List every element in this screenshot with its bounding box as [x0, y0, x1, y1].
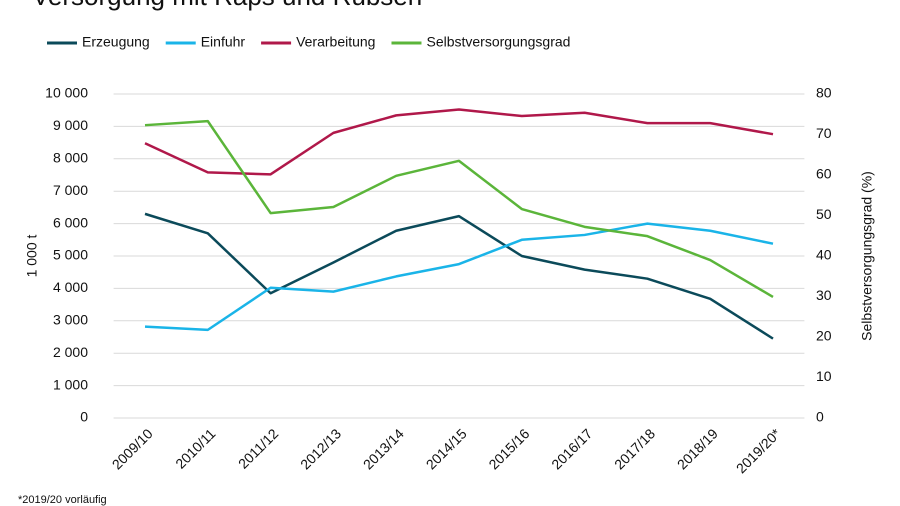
x-tick-label: 2018/19 — [674, 425, 721, 472]
series-line — [144, 222, 774, 332]
y2-tick-label: 10 — [816, 368, 832, 384]
y2-tick-label: 70 — [816, 125, 832, 141]
y2-tick-label: 60 — [816, 166, 832, 182]
y2-tick-label: 80 — [816, 85, 832, 101]
x-tick-label: 2012/13 — [297, 425, 344, 472]
x-tick-label: 2019/20* — [733, 425, 784, 476]
x-tick-label: 2014/15 — [423, 425, 470, 472]
x-tick-label: 2015/16 — [485, 425, 532, 472]
y-axis-label: 1 000 t — [24, 234, 40, 277]
y-tick-label: 0 — [80, 409, 88, 425]
series-line — [144, 108, 774, 176]
footnote: *2019/20 vorläufig — [18, 494, 107, 506]
series-line — [144, 212, 774, 340]
legend-label: Erzeugung — [82, 34, 150, 50]
y2-tick-label: 30 — [816, 287, 832, 303]
y-tick-label: 5 000 — [53, 247, 88, 263]
x-tick-label: 2010/11 — [172, 425, 219, 472]
legend-label: Selbstversorgungsgrad — [426, 34, 570, 50]
y-tick-label: 10 000 — [45, 85, 88, 101]
y-tick-label: 7 000 — [53, 182, 88, 198]
chart-title: Versorgung mit Raps und Rübsen — [32, 0, 422, 11]
y-tick-label: 9 000 — [53, 117, 88, 133]
legend-label: Einfuhr — [201, 34, 246, 50]
y2-tick-label: 20 — [816, 328, 832, 344]
y2-tick-label: 0 — [816, 409, 824, 425]
y2-axis-label: Selbstversorgungsgrad (%) — [859, 171, 875, 341]
y2-tick-label: 40 — [816, 247, 832, 263]
y-tick-label: 6 000 — [53, 214, 88, 230]
x-tick-label: 2011/12 — [235, 425, 282, 472]
y-tick-label: 1 000 — [53, 376, 88, 392]
x-tick-label: 2016/17 — [548, 425, 595, 472]
series-line — [144, 119, 774, 298]
x-tick-label: 2013/14 — [360, 425, 407, 472]
x-tick-label: 2017/18 — [611, 425, 658, 472]
y2-tick-label: 50 — [816, 206, 832, 222]
x-tick-label: 2009/10 — [109, 425, 156, 472]
legend-label: Verarbeitung — [296, 34, 375, 50]
y-tick-label: 3 000 — [53, 312, 88, 328]
y-tick-label: 8 000 — [53, 150, 88, 166]
y-tick-label: 4 000 — [53, 279, 88, 295]
y-tick-label: 2 000 — [53, 344, 88, 360]
